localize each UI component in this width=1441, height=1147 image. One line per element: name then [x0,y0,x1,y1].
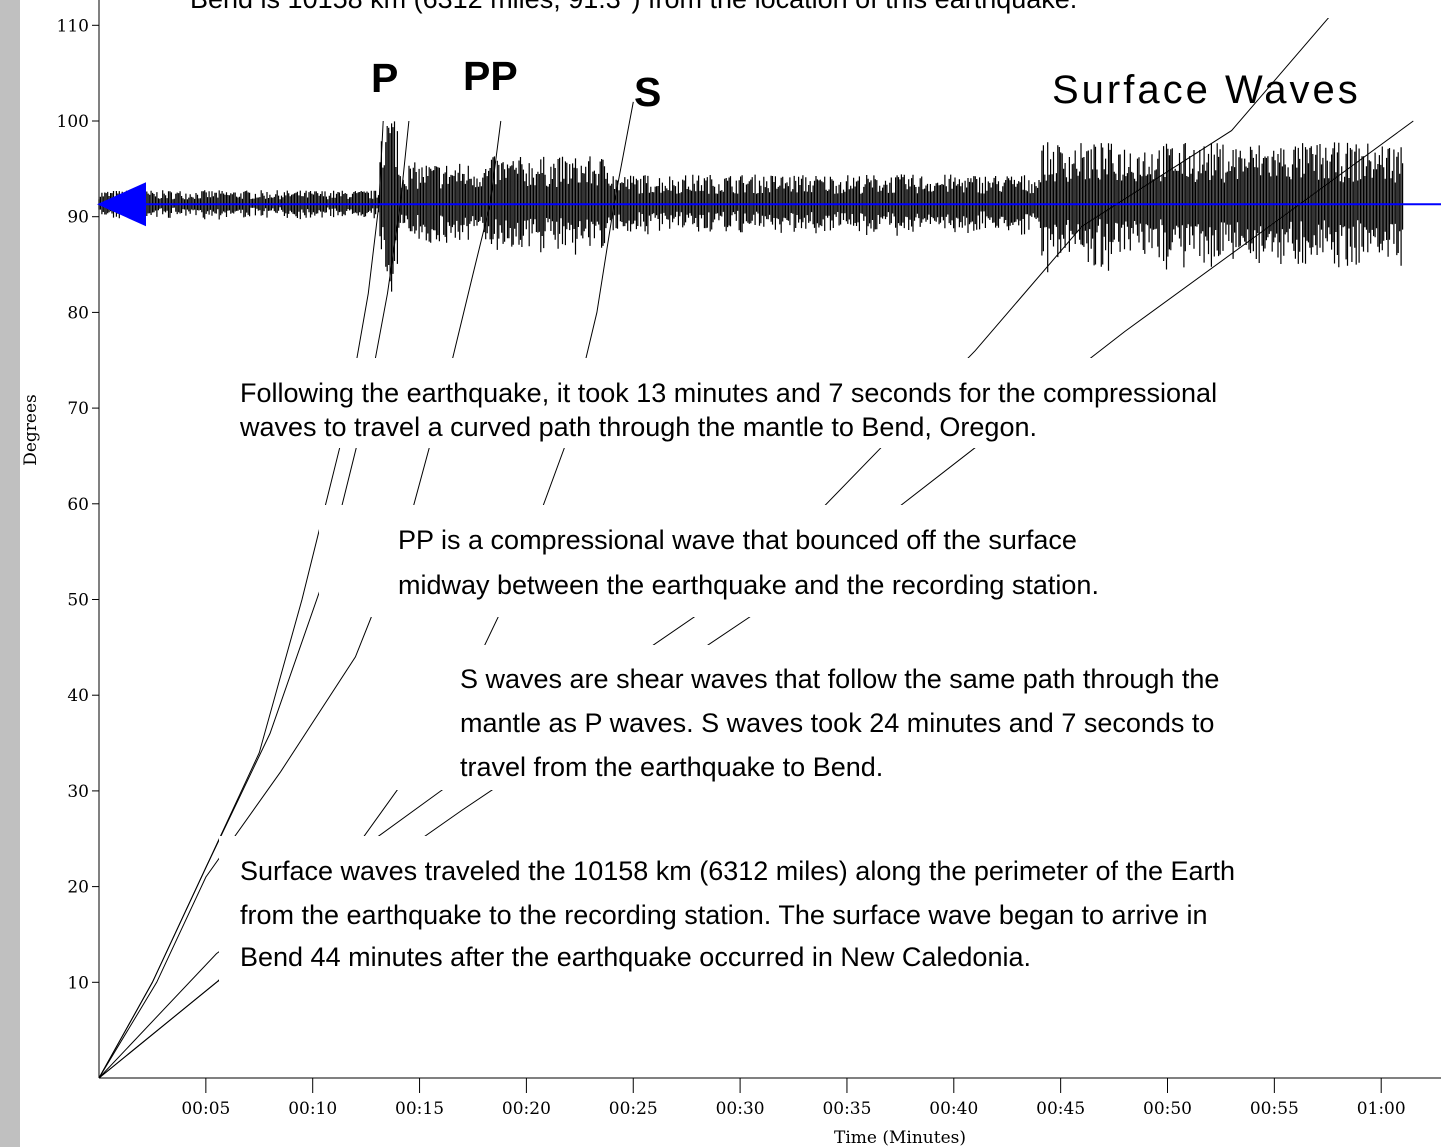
annotation-s-line1: S waves are shear waves that follow the … [460,664,1220,694]
annotation-s-line3: travel from the earthquake to Bend. [460,752,884,782]
annotation-surface-line1: Surface waves traveled the 10158 km (631… [240,856,1236,886]
seismogram-trace [98,121,1404,292]
seismogram [97,121,1441,292]
y-tick-label: 10 [67,973,89,993]
station-marker-arrow-icon [97,182,146,227]
x-tick-label: 00:35 [822,1099,871,1119]
annotation-p-line1: Following the earthquake, it took 13 min… [240,378,1218,408]
text-mask-1 [319,505,1441,617]
y-tick-label: 70 [67,399,89,419]
text-mask-2 [379,645,1441,790]
text-mask-3 [219,836,1441,981]
x-tick-label: 00:05 [181,1099,230,1119]
y-tick-label: 110 [57,16,89,36]
phase-label-p: P [371,55,399,101]
annotation-pp-line1: PP is a compressional wave that bounced … [398,525,1077,555]
axes [92,0,1441,1093]
annotation-surface-line3: Bend 44 minutes after the earthquake occ… [240,942,1031,972]
y-tick-label: 40 [67,686,89,706]
y-axis-title: Degrees [21,394,41,466]
annotation-p-line2: waves to travel a curved path through th… [240,412,1037,442]
phase-label-surface-waves: Surface Waves [1052,68,1361,112]
text-mask-4 [180,0,1441,18]
x-tick-label: 00:30 [716,1099,765,1119]
y-tick-label: 100 [57,112,89,132]
x-tick-label: 00:15 [395,1099,444,1119]
x-tick-label: 01:00 [1357,1099,1406,1119]
tick-labels: 10 20 30 40 50 60 70 80 90 100 110 00:05 00:10 00:15 0… [57,16,1406,1119]
phase-label-pp: PP [463,53,518,99]
y-tick-label: 50 [67,591,89,611]
annotation-s-line2: mantle as P waves. S waves took 24 minut… [460,708,1215,738]
y-tick-label: 30 [67,782,89,802]
header-text: Bend is 10158 km (6312 miles, 91.3°) fro… [190,0,1441,14]
x-tick-label: 00:50 [1143,1099,1192,1119]
x-tick-label: 00:40 [929,1099,978,1119]
phase-label-s: S [634,69,662,115]
x-axis-title: Time (Minutes) [834,1128,966,1147]
x-tick-label: 00:20 [502,1099,551,1119]
text-mask-0 [219,358,1441,448]
text-masks [180,0,1441,981]
x-tick-label: 00:10 [288,1099,337,1119]
x-tick-label: 00:55 [1250,1099,1299,1119]
y-tick-label: 20 [67,878,89,898]
y-tick-label: 90 [67,208,89,228]
x-tick-label: 00:45 [1036,1099,1085,1119]
y-tick-label: 60 [67,495,89,515]
annotation-pp-line2: midway between the earthquake and the re… [398,570,1099,600]
annotation-surface-line2: from the earthquake to the recording sta… [240,900,1208,930]
y-tick-label: 80 [67,303,89,323]
x-tick-label: 00:25 [609,1099,658,1119]
